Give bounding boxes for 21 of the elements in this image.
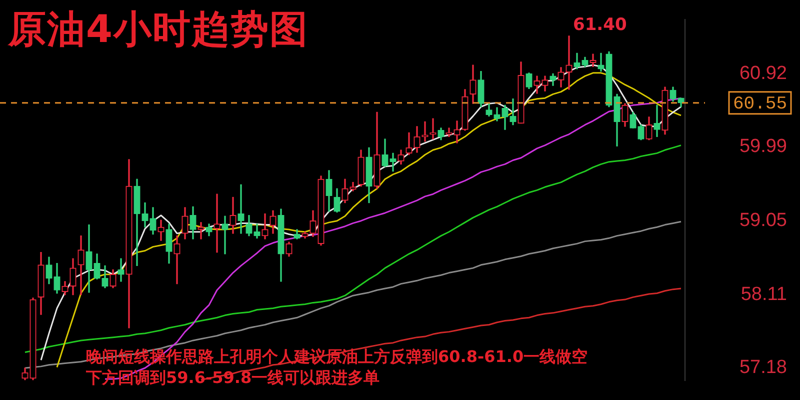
candlestick xyxy=(446,128,452,137)
candlestick xyxy=(590,54,596,67)
y-tick-label: 58.11 xyxy=(740,284,787,306)
annotation: 61.40 xyxy=(573,14,627,35)
candlestick xyxy=(238,184,244,234)
candlestick xyxy=(222,216,228,254)
y-tick-label: 59.05 xyxy=(739,210,787,232)
candlestick xyxy=(566,36,572,90)
candlestick xyxy=(430,118,436,140)
candlestick xyxy=(174,235,180,284)
y-tick-label: 59.99 xyxy=(739,136,787,158)
candlestick xyxy=(654,104,660,137)
candlestick xyxy=(198,222,204,240)
candlestick xyxy=(118,258,124,282)
candlestick xyxy=(158,220,164,241)
y-tick-label: 60.92 xyxy=(739,62,787,84)
ref-line-label: 60.55 xyxy=(733,94,788,115)
candlestick xyxy=(214,194,220,253)
y-tick-label: 57.18 xyxy=(739,357,787,378)
chart-title: 原油4小时趋势图 xyxy=(8,6,308,53)
candlestick xyxy=(510,98,516,126)
